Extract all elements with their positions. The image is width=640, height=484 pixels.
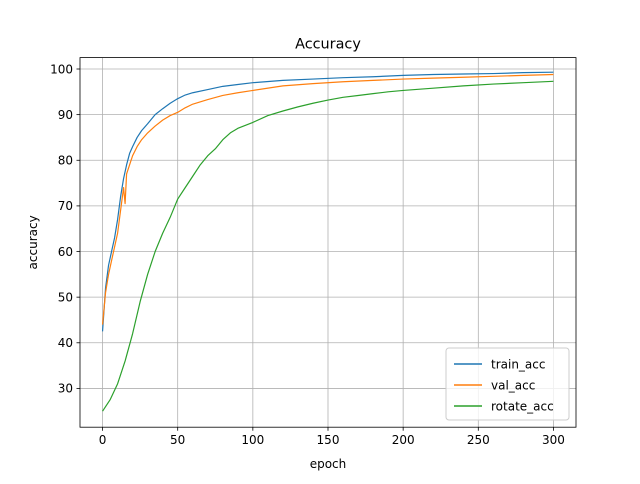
series-line-train-acc (101, 71, 554, 332)
series-layer (101, 71, 554, 412)
legend-label-rotate-acc: rotate_acc (491, 399, 554, 413)
x-tick-label: 50 (170, 433, 185, 447)
legend-box (445, 347, 570, 421)
y-tick-label: 60 (58, 245, 73, 259)
y-tick-label: 40 (58, 336, 73, 350)
legend: train_acc val_acc rotate_acc (445, 347, 570, 421)
x-tick-label: 150 (317, 433, 340, 447)
legend-entries: train_acc val_acc rotate_acc (454, 357, 554, 413)
series-line-val-acc (101, 73, 554, 325)
y-tick-label: 30 (58, 382, 73, 396)
grid-layer (80, 57, 576, 428)
chart-title: Accuracy (295, 37, 361, 53)
x-tick-label: 250 (467, 433, 490, 447)
tick-layer: 0 50 100 150 200 250 300 30 40 50 60 70 80 90 100 (50, 62, 565, 447)
legend-label-val-acc: val_acc (491, 378, 535, 392)
series-line-rotate-acc (102, 80, 554, 412)
y-tick-label: 100 (50, 62, 73, 76)
y-tick-label: 90 (58, 108, 73, 122)
x-tick-label: 300 (542, 433, 565, 447)
x-tick-label: 100 (241, 433, 264, 447)
x-axis-label: epoch (310, 457, 347, 471)
x-tick-label: 0 (99, 433, 107, 447)
y-tick-label: 70 (58, 199, 73, 213)
y-tick-label: 50 (58, 290, 73, 304)
legend-label-train-acc: train_acc (491, 357, 545, 371)
x-tick-label: 200 (392, 433, 415, 447)
y-axis-label: accuracy (26, 215, 40, 269)
y-tick-label: 80 (58, 154, 73, 168)
